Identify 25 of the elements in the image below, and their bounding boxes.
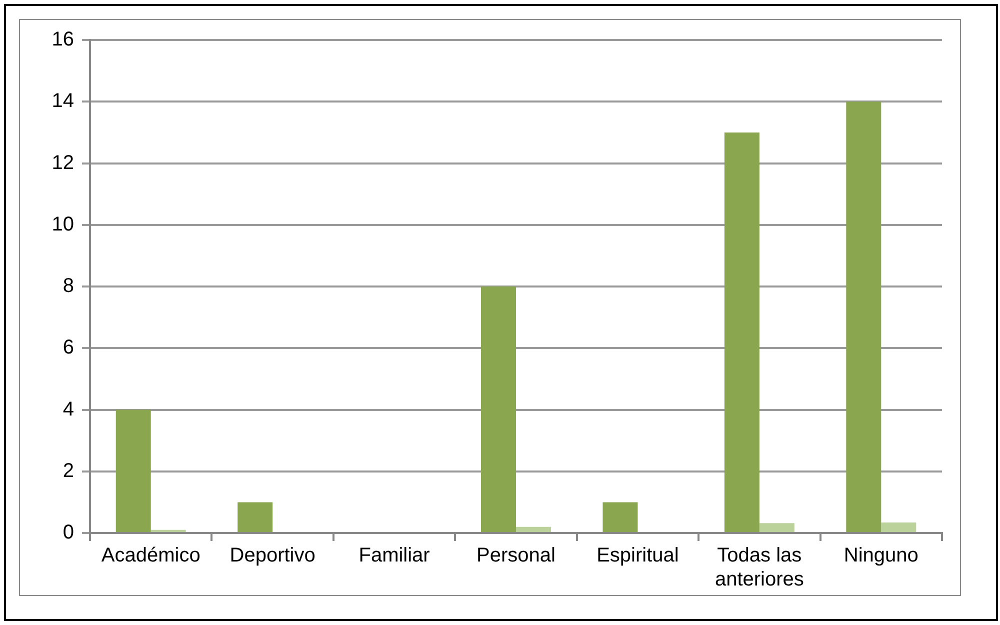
x-tick-label: Académico — [101, 544, 200, 567]
bar — [602, 502, 638, 532]
y-tick-label: 4 — [62, 398, 74, 420]
bar — [759, 523, 794, 532]
x-tick-label: Familiar — [358, 544, 430, 567]
y-tick-label: 14 — [52, 90, 74, 112]
y-tick-label: 10 — [52, 213, 74, 236]
y-tick-label: 6 — [62, 336, 74, 359]
x-tick-label: Deportivo — [230, 544, 316, 567]
bar — [481, 286, 516, 532]
bar — [724, 132, 760, 532]
x-tick-label: Personal — [476, 544, 556, 567]
y-tick-label: 2 — [62, 460, 74, 482]
y-tick-label: 16 — [52, 28, 74, 51]
bar — [116, 410, 151, 532]
bar — [881, 522, 916, 532]
y-tick-label: 8 — [62, 275, 74, 298]
x-tick-label: Ninguno — [844, 544, 918, 567]
bar — [516, 526, 551, 532]
x-tick-label: Todas las anteriores — [714, 544, 804, 591]
x-tick-label: Espiritual — [596, 544, 679, 567]
y-tick-label: 12 — [52, 152, 74, 174]
y-tick-label: 0 — [62, 522, 74, 544]
bar — [238, 502, 273, 532]
bar — [846, 102, 882, 532]
